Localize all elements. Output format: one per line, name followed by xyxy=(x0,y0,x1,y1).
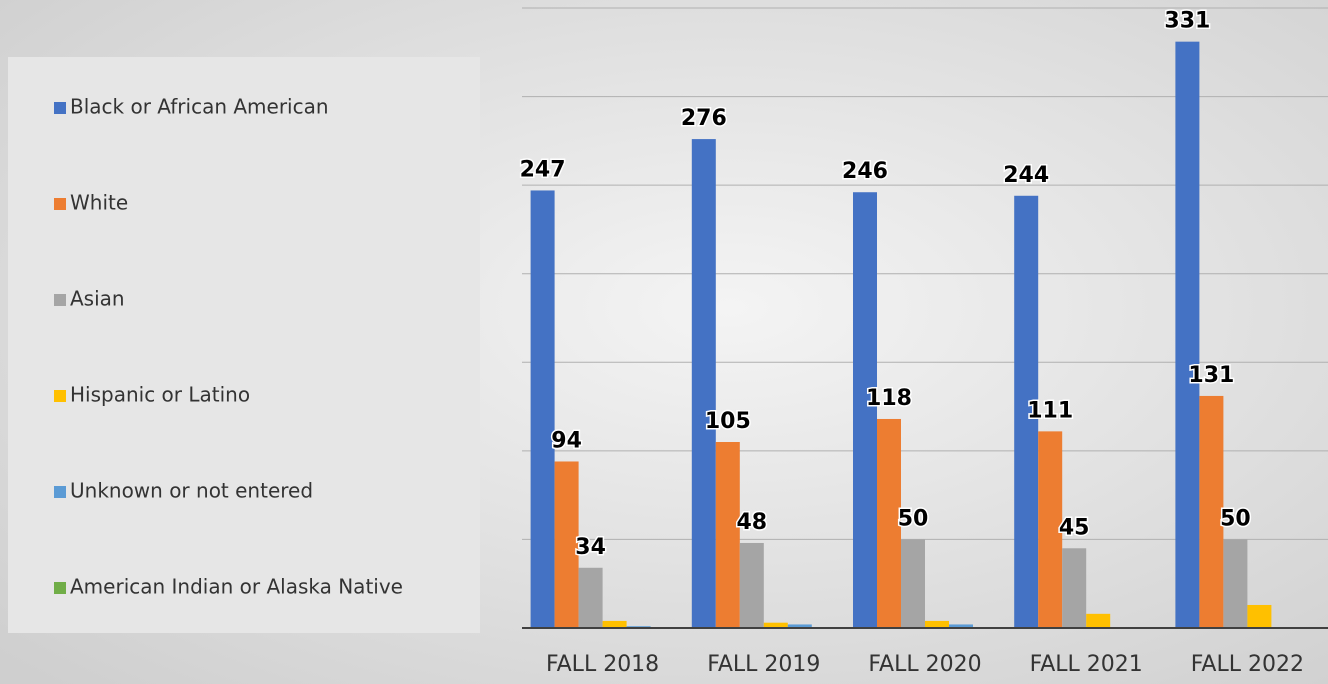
bar xyxy=(1175,41,1200,628)
bar xyxy=(530,190,555,628)
bar xyxy=(877,418,901,628)
x-tick-label: FALL 2021 xyxy=(1030,652,1143,677)
data-label: 50 xyxy=(898,506,929,531)
bar xyxy=(949,624,973,628)
bar xyxy=(554,461,579,628)
legend-swatch xyxy=(54,198,66,210)
bar xyxy=(715,442,740,628)
legend-swatch xyxy=(54,102,66,114)
data-label: 48 xyxy=(736,510,767,535)
bar xyxy=(1086,613,1111,628)
bar xyxy=(763,622,788,628)
bar xyxy=(1062,548,1087,628)
bar xyxy=(602,620,627,628)
bar xyxy=(578,567,603,628)
legend-label: Unknown or not entered xyxy=(70,479,313,503)
bar xyxy=(1199,395,1224,628)
data-label: 244 xyxy=(1003,163,1049,188)
x-tick-label: FALL 2018 xyxy=(546,652,659,677)
bar xyxy=(739,542,764,628)
bar xyxy=(901,539,925,628)
legend-swatch xyxy=(54,390,66,402)
bar xyxy=(1014,195,1039,628)
legend-label: Hispanic or Latino xyxy=(70,383,250,407)
legend-label: Asian xyxy=(70,287,125,311)
x-tick-label: FALL 2022 xyxy=(1191,652,1304,677)
bar xyxy=(691,139,716,629)
legend-box xyxy=(8,57,480,633)
data-label: 111 xyxy=(1027,398,1073,423)
data-label: 247 xyxy=(520,157,566,182)
data-label: 118 xyxy=(866,386,912,411)
bar xyxy=(925,620,949,628)
x-tick-label: FALL 2020 xyxy=(868,652,981,677)
data-label: 94 xyxy=(551,428,582,453)
data-label: 50 xyxy=(1220,506,1251,531)
data-label: 105 xyxy=(705,409,751,434)
data-label: 331 xyxy=(1164,9,1210,34)
data-label: 131 xyxy=(1188,363,1234,388)
bar xyxy=(1223,539,1248,628)
legend-swatch xyxy=(54,486,66,498)
bar xyxy=(1038,431,1063,628)
bar xyxy=(787,624,812,628)
legend-label: White xyxy=(70,191,128,215)
data-label: 276 xyxy=(681,106,727,131)
data-label: 34 xyxy=(575,535,606,560)
legend-swatch xyxy=(54,582,66,594)
legend-label: American Indian or Alaska Native xyxy=(70,575,403,599)
data-label: 45 xyxy=(1059,515,1090,540)
x-tick-label: FALL 2019 xyxy=(707,652,820,677)
bar xyxy=(853,192,877,628)
legend-swatch xyxy=(54,294,66,306)
legend-label: Black or African American xyxy=(70,95,329,119)
bar xyxy=(1247,604,1272,628)
data-label: 246 xyxy=(842,159,888,184)
